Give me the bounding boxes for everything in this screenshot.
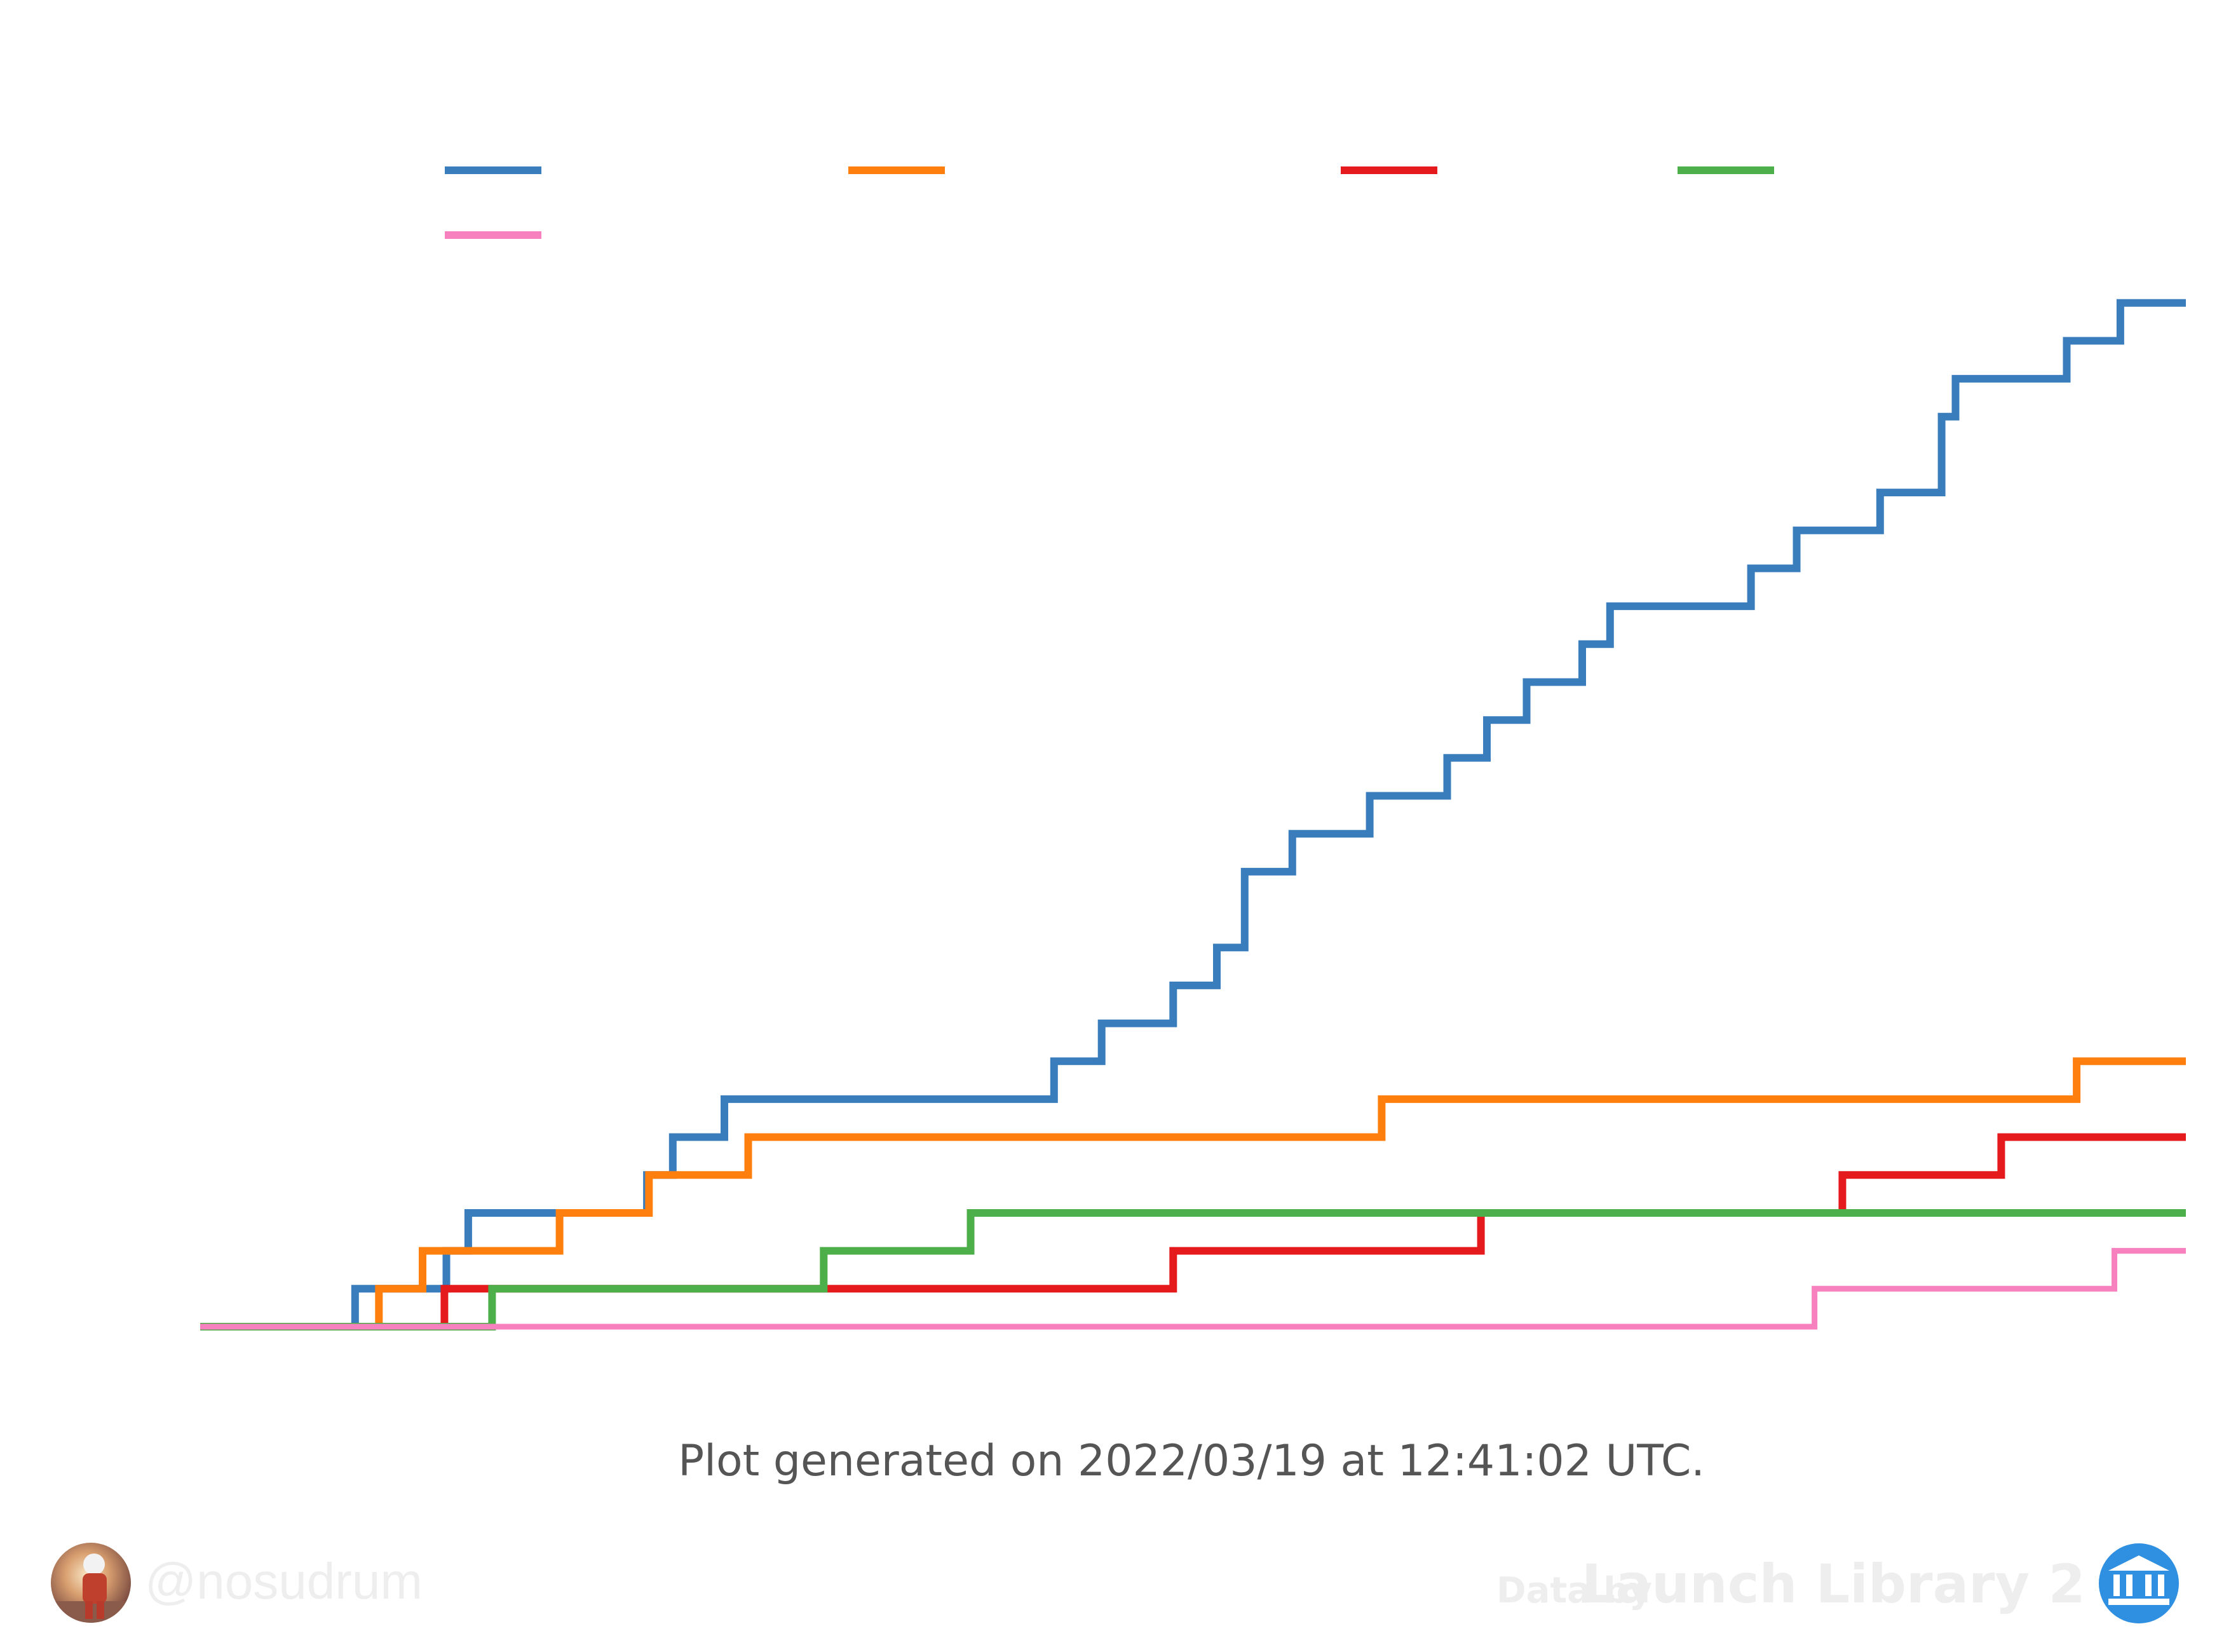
caption: Plot generated on 2022/03/19 at 12:41:02… <box>678 1436 1705 1486</box>
footer-source: Launch Library 2 <box>1582 1553 2085 1615</box>
legend <box>445 166 1774 239</box>
astronaut-avatar-icon <box>51 1543 131 1623</box>
series-line-4 <box>200 1209 2186 1330</box>
series-line-3 <box>200 1133 2186 1330</box>
footer-left: @nosudrum <box>51 1543 423 1623</box>
series-line-5 <box>200 1248 2186 1330</box>
plot-area <box>200 299 2186 1330</box>
footer-right: Data by Launch Library 2 <box>1496 1543 2179 1623</box>
footer-data-by: Data by <box>1496 1570 1652 1611</box>
library-logo-icon <box>2099 1543 2179 1623</box>
footer-handle: @nosudrum <box>145 1553 423 1609</box>
series-line-2 <box>200 1057 2186 1330</box>
